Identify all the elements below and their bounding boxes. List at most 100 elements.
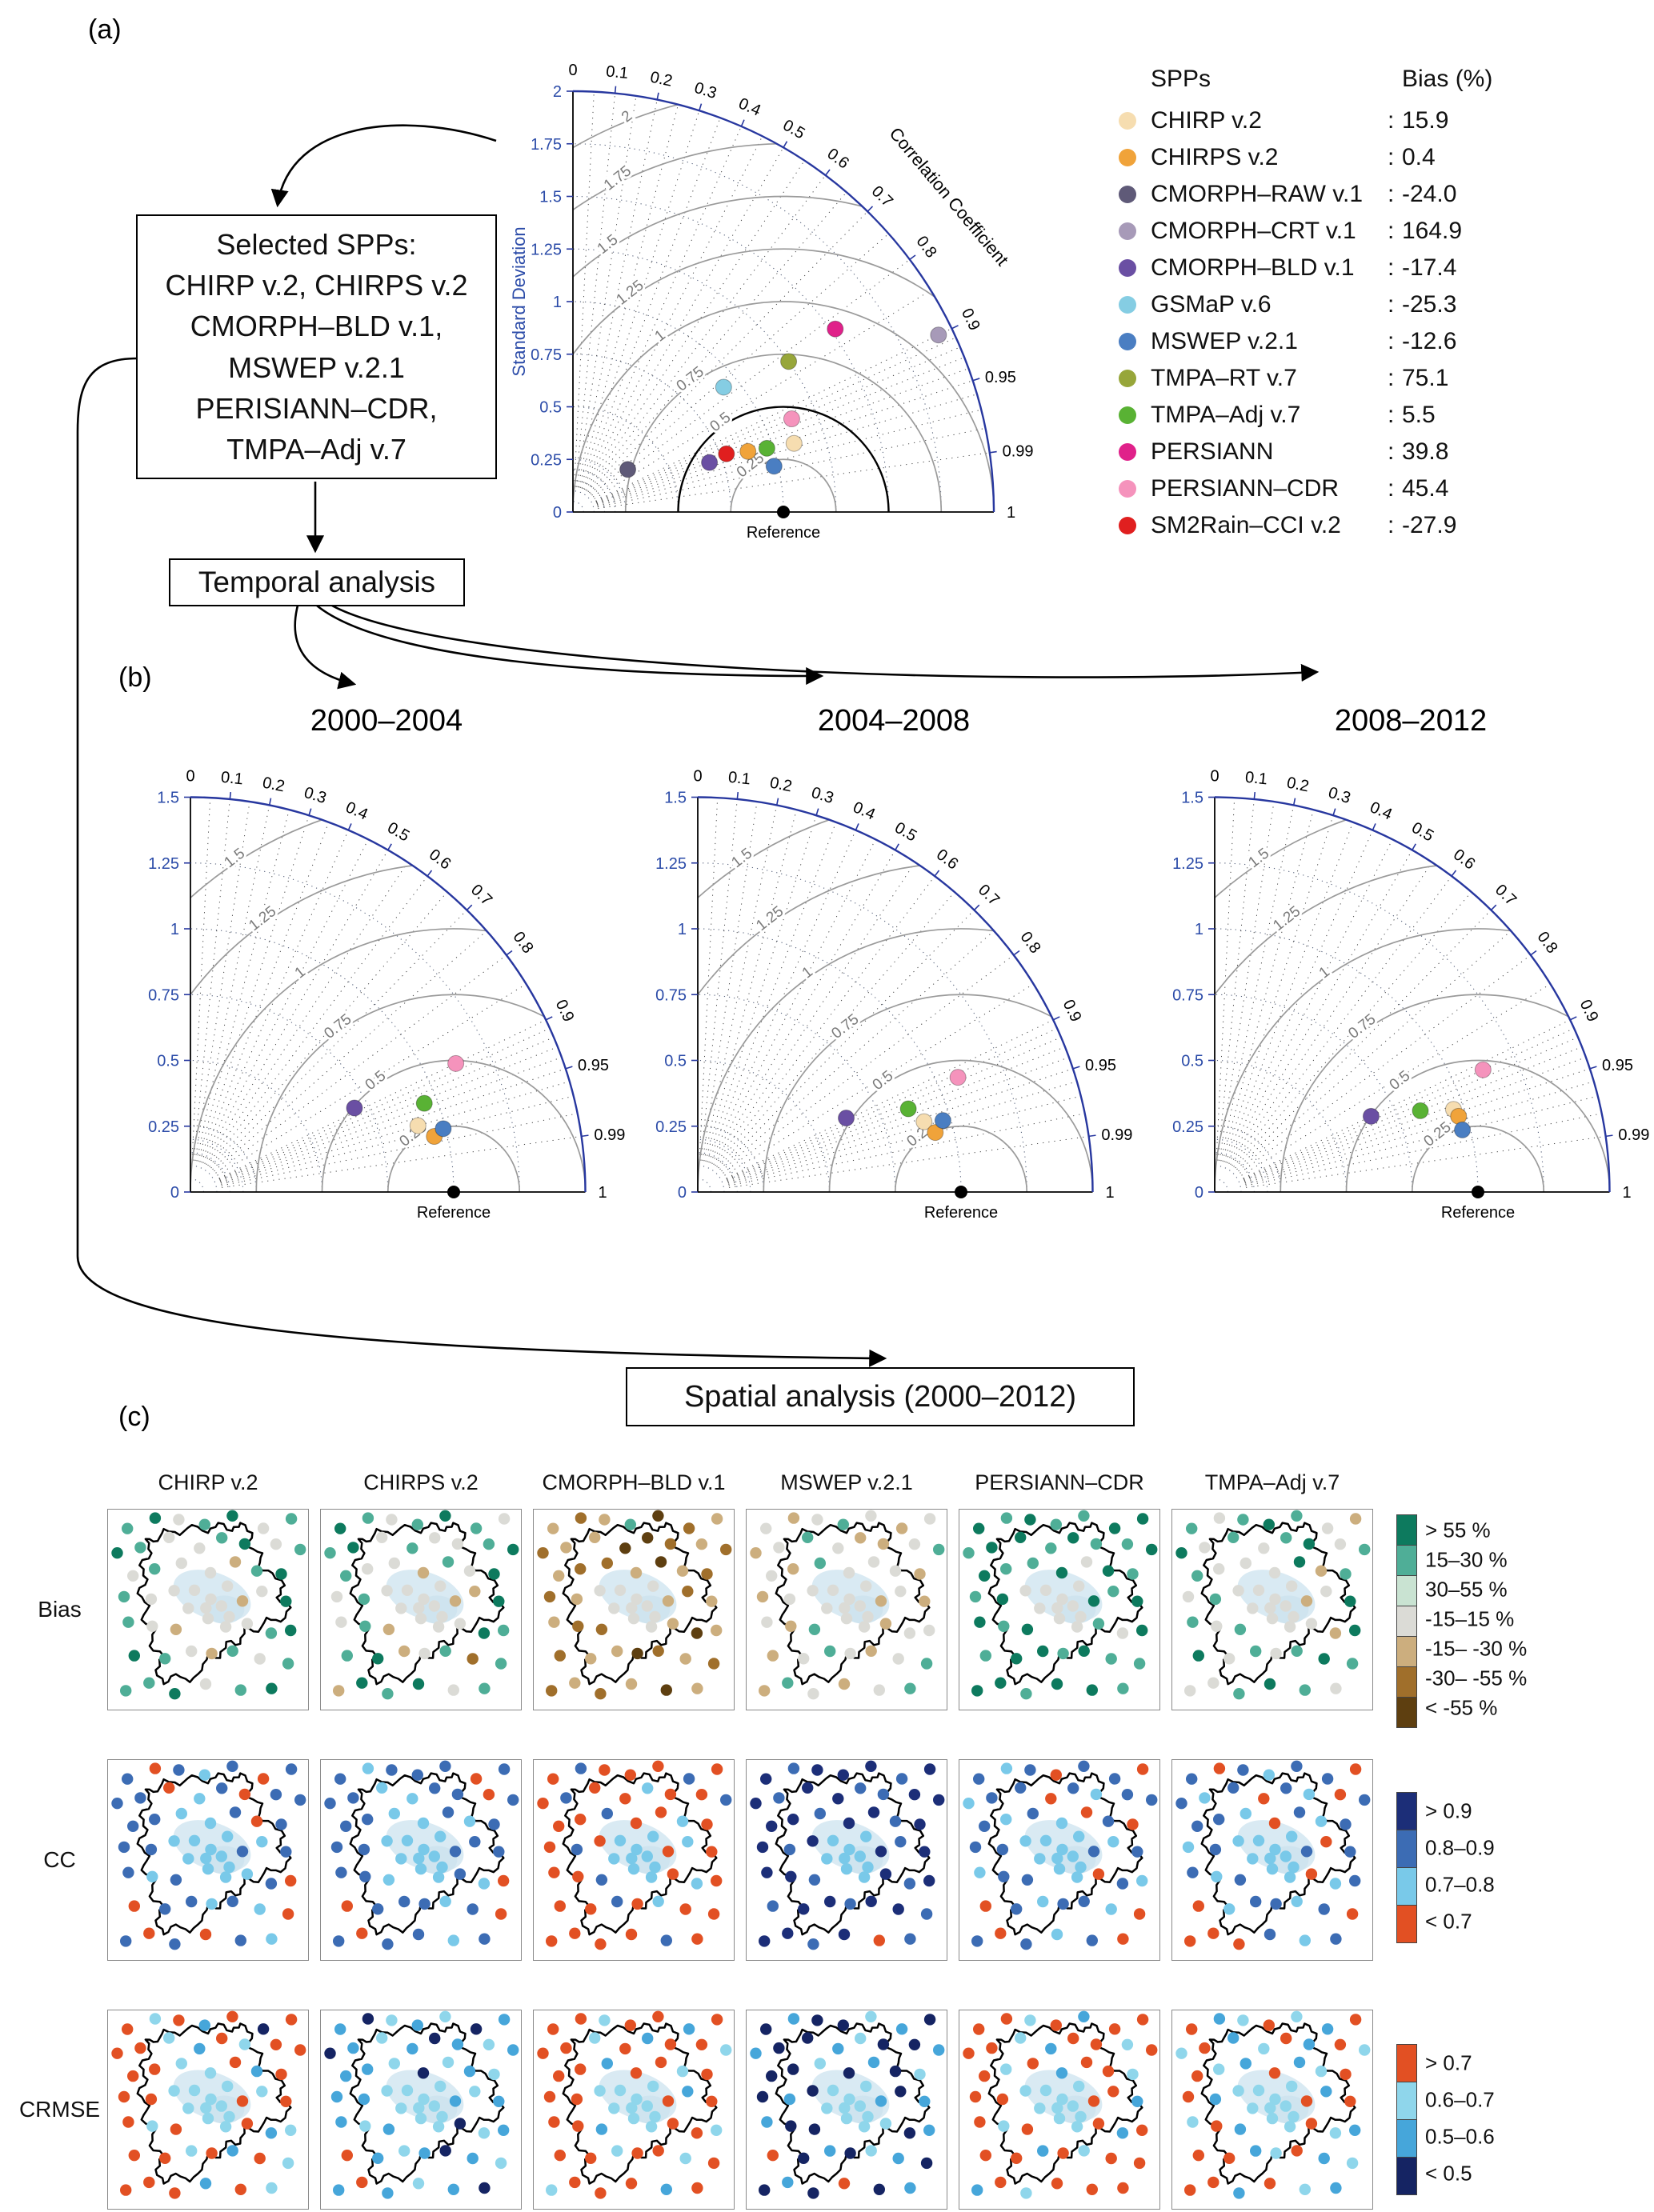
svg-text:1.5: 1.5 <box>157 790 179 807</box>
crmse-colorbar: > 0.7 0.6–0.7 0.5–0.6 < 0.5 <box>1396 2044 1495 2195</box>
station-dot <box>919 1595 931 1607</box>
svg-text:0.1: 0.1 <box>220 769 244 789</box>
station-dot <box>585 1653 597 1665</box>
station-dot <box>1191 1820 1203 1832</box>
station-dot <box>226 1645 238 1657</box>
station-dot <box>875 1595 887 1607</box>
station-dot <box>222 1830 234 1842</box>
station-dot <box>802 2032 814 2044</box>
station-dot <box>601 1807 613 1820</box>
station-dot <box>146 2120 158 2132</box>
station-dot <box>767 1650 779 1662</box>
station-dot <box>923 2124 935 2136</box>
legend-color-dot <box>1119 296 1136 314</box>
station-dot <box>676 1815 689 1827</box>
station-dot <box>667 2118 679 2130</box>
station-dot <box>1315 1565 1328 1577</box>
station-dot <box>1291 2010 1303 2022</box>
station-dot <box>435 2080 447 2093</box>
station-dot <box>626 1852 638 1865</box>
station-dot <box>1136 2014 1149 2026</box>
station-dot <box>979 1820 991 1832</box>
station-dot <box>498 1763 511 1775</box>
station-dot <box>1092 1618 1105 1630</box>
station-dot <box>257 1773 270 1785</box>
station-dot <box>175 1557 187 1570</box>
station-dot <box>844 1898 856 1910</box>
legend-product-name: TMPA–Adj v.7 <box>1151 402 1301 428</box>
station-dot <box>611 1645 623 1658</box>
arrow-to-selected-box <box>270 124 497 208</box>
station-dot <box>194 2042 206 2055</box>
station-dot <box>787 1762 800 1774</box>
svg-text:1.5: 1.5 <box>1245 845 1272 871</box>
map-cc-CMORPH–BLD v.1 <box>533 1759 735 1961</box>
station-dot <box>270 1789 282 1801</box>
station-dot <box>1264 2178 1276 2190</box>
station-dot <box>908 2038 921 2050</box>
station-dot <box>630 2067 643 2079</box>
station-dot <box>478 2127 491 2139</box>
station-dot <box>691 1933 703 1945</box>
station-dot <box>706 1595 718 1607</box>
svg-text:1: 1 <box>553 294 562 311</box>
station-dot <box>238 2038 251 2050</box>
svg-text:Reference: Reference <box>924 1204 998 1222</box>
station-dot <box>862 2110 874 2123</box>
station-dot <box>641 1600 653 1612</box>
station-dot <box>979 1570 991 1582</box>
svg-text:0: 0 <box>678 1184 687 1202</box>
station-dot <box>811 1514 823 1526</box>
svg-text:0.75: 0.75 <box>674 363 707 394</box>
station-dot <box>1078 1510 1090 1522</box>
station-dot <box>265 2127 278 2139</box>
station-dot <box>1280 1782 1292 1794</box>
station-dot <box>1067 1850 1079 1862</box>
arrow-temporal-to-period2 <box>316 604 824 686</box>
station-dot <box>979 1900 991 1912</box>
map-cc-TMPA–Adj v.7 <box>1171 1759 1373 1961</box>
svg-text:0.25: 0.25 <box>148 1118 179 1136</box>
station-dot <box>419 1647 431 1660</box>
station-dot <box>720 1543 732 1556</box>
svg-text:1.5: 1.5 <box>664 790 687 807</box>
map-cc-MSWEP v.2.1 <box>746 1759 947 1961</box>
station-dot <box>1024 2014 1036 2026</box>
station-dot <box>347 1542 359 1554</box>
station-dot <box>266 1682 278 1694</box>
station-dot <box>572 1870 584 1882</box>
station-dot <box>428 2100 440 2112</box>
station-dot <box>862 1861 874 1874</box>
station-dot <box>554 2150 566 2162</box>
station-dot <box>595 1874 608 1886</box>
station-dot <box>759 1935 771 1947</box>
svg-text:0.5: 0.5 <box>157 1053 179 1070</box>
station-dot <box>1116 1878 1129 1890</box>
station-dot <box>478 1627 491 1639</box>
legend-product-name: PERSIANN <box>1151 438 1274 465</box>
taylor-svg: 0.250.50.7511.251.500.250.50.7511.251.50… <box>148 768 625 1222</box>
svg-text:0.5: 0.5 <box>1181 1053 1203 1070</box>
station-dot <box>683 2023 695 2035</box>
station-dot <box>358 1593 370 1606</box>
station-dot <box>840 1613 853 1625</box>
station-dot <box>547 2023 559 2035</box>
station-dot <box>334 1522 346 1534</box>
station-dot <box>808 2123 821 2135</box>
station-dot <box>827 2084 839 2097</box>
station-dot <box>808 1623 821 1635</box>
station-dot <box>904 1682 916 1694</box>
selected-spps-line: TMPA–Adj v.7 <box>226 432 406 466</box>
legend-rows: CHIRP v.2:15.9 CHIRPS v.2:0.4 CMORPH–RAW v… <box>1119 102 1498 544</box>
colorbar-segment <box>1396 1792 1417 1830</box>
station-dot <box>875 2095 887 2107</box>
station-dot <box>463 2065 476 2078</box>
station-dot <box>860 2080 872 2093</box>
station-dot <box>143 1927 155 1939</box>
taylor-point-CHIRP v.2 <box>915 1113 933 1130</box>
station-dot <box>168 1835 180 1847</box>
station-dot <box>1131 2095 1143 2107</box>
station-dot <box>877 2038 890 2050</box>
station-dot <box>1086 1684 1098 1696</box>
station-dot <box>695 1789 708 1801</box>
